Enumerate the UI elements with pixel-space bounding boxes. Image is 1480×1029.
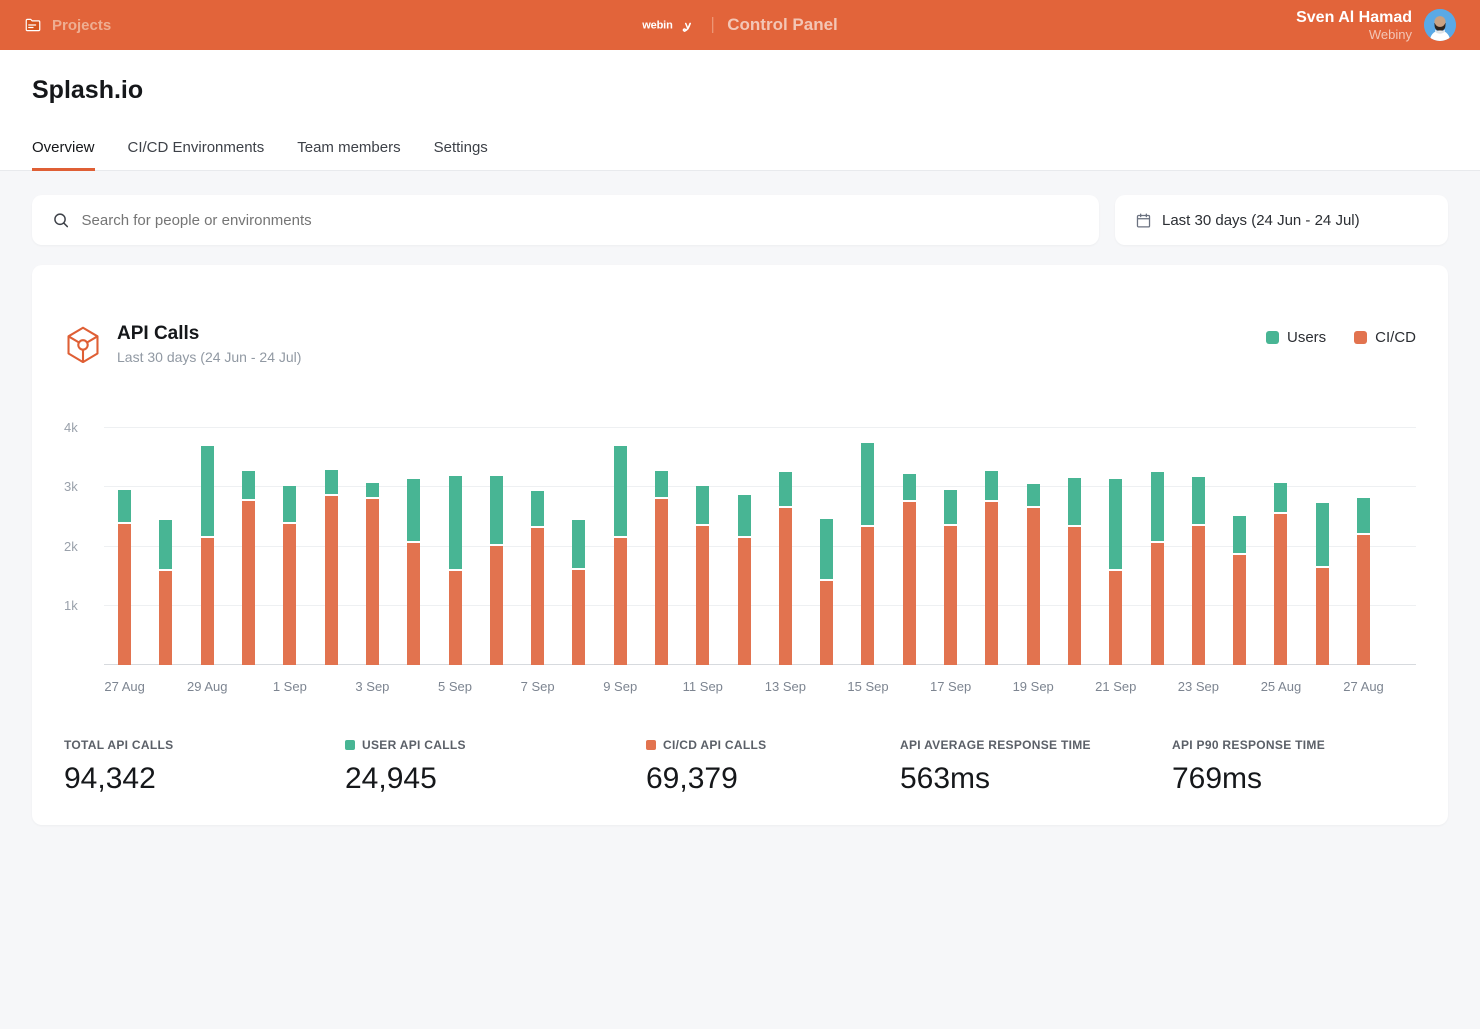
svg-text:webin: webin — [642, 19, 673, 31]
